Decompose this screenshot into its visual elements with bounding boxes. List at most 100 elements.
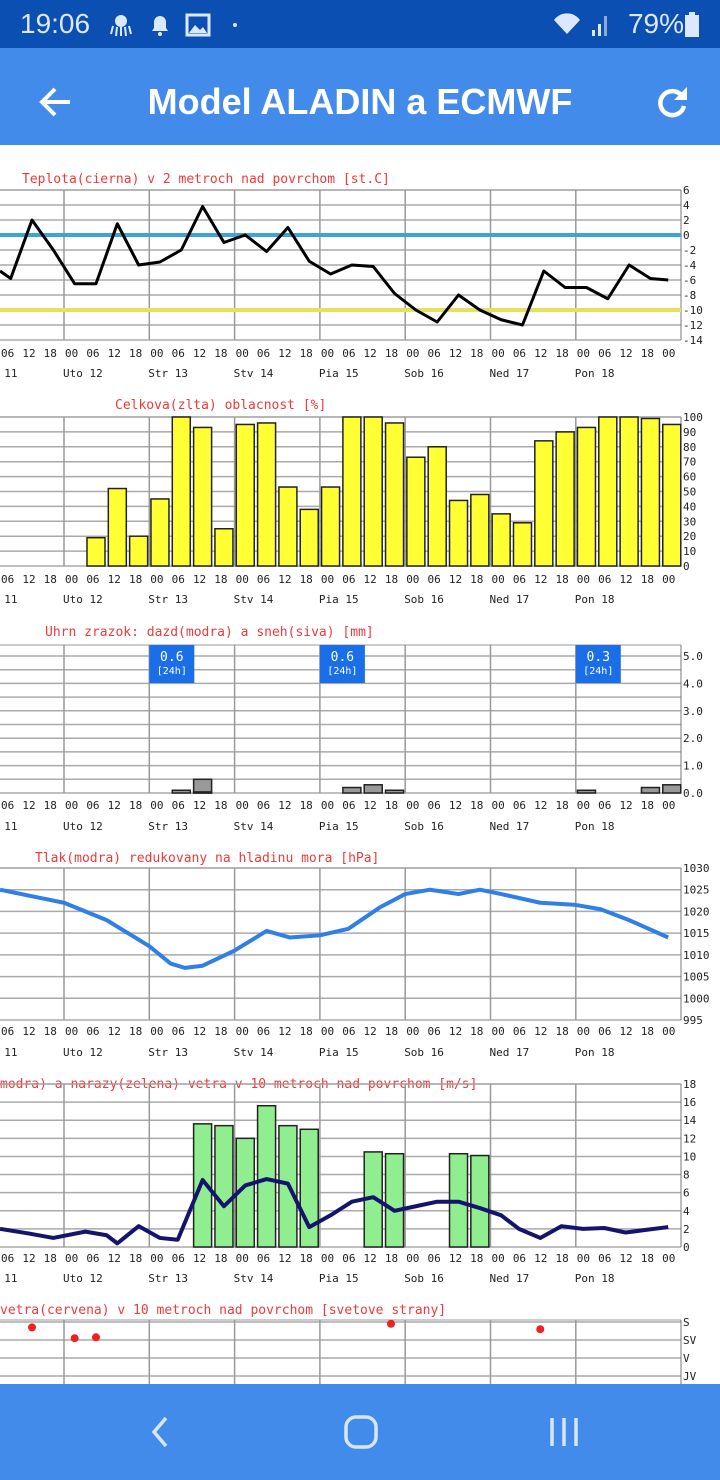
x-tick-label: 12 — [22, 1252, 35, 1265]
x-tick-label: 00 — [662, 1025, 675, 1038]
x-tick-label: 12 — [449, 573, 462, 586]
home-nav-icon[interactable] — [343, 1414, 379, 1450]
x-tick-label: 00 — [236, 1252, 249, 1265]
x-tick-label: 00 — [65, 347, 78, 360]
bar — [256, 1104, 277, 1248]
x-tick-label: 06 — [172, 1252, 185, 1265]
y-tick-label: 1025 — [683, 884, 710, 897]
x-tick-label: 00 — [236, 573, 249, 586]
y-tick-label: 10 — [683, 1150, 696, 1163]
bar — [342, 416, 362, 567]
y-tick-label: -10 — [683, 304, 703, 317]
y-tick-label: 6 — [683, 1187, 690, 1200]
battery-percent: 79% — [627, 8, 684, 39]
x-tick-label: 18 — [470, 1025, 483, 1038]
y-tick-label: 0 — [683, 1241, 690, 1254]
y-tick-label: -4 — [683, 259, 697, 272]
x-tick-label: 18 — [300, 347, 313, 360]
x-tick-label: 18 — [470, 1252, 483, 1265]
y-tick-label: 0 — [683, 229, 690, 242]
x-tick-label: 06 — [1, 799, 14, 812]
arrow-left-icon[interactable] — [38, 84, 74, 120]
x-tick-label: 12 — [108, 573, 121, 586]
x-tick-label: 18 — [555, 573, 568, 586]
x-tick-label: 12 — [449, 347, 462, 360]
bar — [192, 778, 213, 794]
x-tick-label: 00 — [492, 347, 505, 360]
y-tick-label: 6 — [683, 184, 690, 197]
bar — [576, 426, 597, 567]
bar — [448, 499, 469, 567]
x-tick-label: 00 — [406, 1252, 419, 1265]
y-tick-label: 1020 — [683, 905, 710, 918]
bar — [491, 513, 511, 567]
precip-total-box — [575, 645, 621, 683]
y-tick-label: 0 — [683, 560, 690, 573]
x-tick-label: 00 — [406, 1025, 419, 1038]
status-time: 19:06 — [20, 8, 91, 39]
x-tick-label: 00 — [236, 799, 249, 812]
y-tick-label: 1005 — [683, 971, 710, 984]
octopus-icon — [110, 15, 132, 37]
x-tick-label: 18 — [470, 573, 483, 586]
x-tick-label: 00 — [150, 799, 163, 812]
y-tick-label: 4 — [683, 1205, 690, 1218]
x-tick-label: 00 — [577, 1252, 590, 1265]
x-tick-label: 18 — [44, 799, 57, 812]
back-nav-icon[interactable] — [148, 1414, 172, 1450]
x-tick-label: 18 — [555, 1025, 568, 1038]
x-tick-label: 18 — [214, 347, 227, 360]
x-tick-label: 00 — [236, 1025, 249, 1038]
x-tick-label: 00 — [150, 347, 163, 360]
x-tick-label: 06 — [342, 1252, 355, 1265]
y-tick-label: JV — [683, 1370, 697, 1383]
y-tick-label: 1010 — [683, 949, 710, 962]
day-label: Pia 15 — [319, 1046, 359, 1059]
y-tick-label: 8 — [683, 1169, 690, 1182]
precip-total-period: [24h] — [327, 666, 357, 677]
chart-0: Teplota(cierna) v 2 metroch nad povrchom… — [0, 172, 703, 380]
x-tick-label: 12 — [364, 1025, 377, 1038]
x-tick-label: 18 — [555, 1252, 568, 1265]
day-label: Str 13 — [148, 1272, 188, 1285]
y-tick-label: -14 — [683, 334, 703, 347]
refresh-icon[interactable] — [654, 84, 690, 120]
day-label: Uto 12 — [63, 367, 103, 380]
x-tick-label: 06 — [513, 1252, 526, 1265]
precip-total-period: [24h] — [157, 666, 187, 677]
x-tick-label: 12 — [193, 573, 206, 586]
chart-title: Teplota(cierna) v 2 metroch nad povrchom… — [22, 172, 390, 187]
x-tick-label: 18 — [44, 573, 57, 586]
x-tick-label: 06 — [257, 573, 270, 586]
x-tick-label: 00 — [321, 799, 334, 812]
y-tick-label: 1015 — [683, 927, 710, 940]
x-tick-label: 12 — [364, 1252, 377, 1265]
x-tick-label: 06 — [428, 347, 441, 360]
day-label: Pon 11 — [0, 820, 17, 833]
x-tick-label: 12 — [278, 347, 291, 360]
bar — [320, 486, 341, 567]
x-tick-label: 00 — [577, 799, 590, 812]
day-label: Stv 14 — [234, 820, 274, 833]
x-tick-label: 18 — [214, 573, 227, 586]
x-tick-label: 18 — [641, 799, 654, 812]
day-label: Str 13 — [148, 593, 188, 606]
y-tick-label: -8 — [683, 289, 696, 302]
x-tick-label: 06 — [172, 799, 185, 812]
x-tick-label: 00 — [662, 799, 675, 812]
y-tick-label: 80 — [683, 441, 696, 454]
x-tick-label: 06 — [513, 1025, 526, 1038]
precip-total-value: 0.6 — [331, 650, 354, 665]
day-label: Sob 16 — [404, 1272, 444, 1285]
x-tick-label: 18 — [470, 347, 483, 360]
x-tick-label: 12 — [534, 1252, 547, 1265]
x-tick-label: 06 — [598, 1252, 611, 1265]
day-label: Sob 16 — [404, 1046, 444, 1059]
x-tick-label: 18 — [385, 799, 398, 812]
y-tick-label: 1000 — [683, 992, 710, 1005]
status-bar: 19:06 79% — [0, 0, 720, 48]
battery-icon — [685, 12, 699, 37]
x-tick-label: 18 — [385, 1025, 398, 1038]
recents-nav-icon[interactable] — [548, 1414, 580, 1450]
x-tick-label: 12 — [108, 799, 121, 812]
